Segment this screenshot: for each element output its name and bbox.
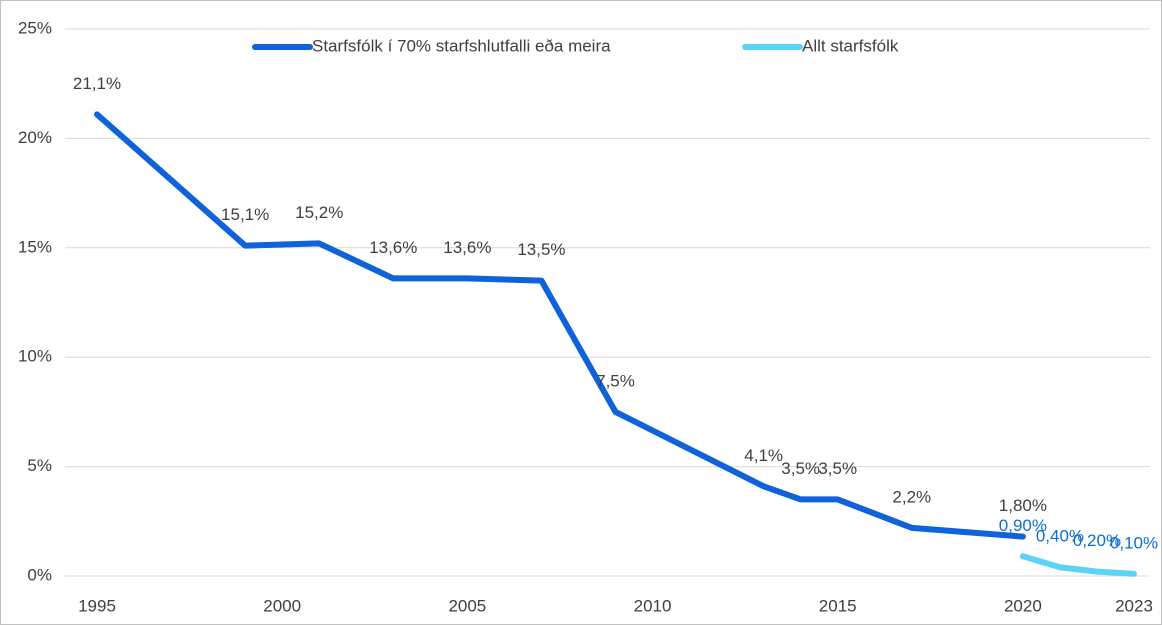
data-label: 4,1% bbox=[744, 446, 783, 465]
data-label: 15,2% bbox=[295, 203, 343, 222]
y-tick-label: 20% bbox=[18, 128, 52, 147]
data-label: 13,6% bbox=[443, 238, 491, 257]
x-tick-label: 2020 bbox=[1004, 596, 1042, 615]
x-tick-label: 2010 bbox=[634, 596, 672, 615]
x-tick-label: 2015 bbox=[819, 596, 857, 615]
data-label: 0,10% bbox=[1110, 533, 1158, 552]
y-tick-label: 15% bbox=[18, 237, 52, 256]
data-label: 3,5% bbox=[781, 459, 820, 478]
data-label: 7,5% bbox=[596, 371, 635, 390]
data-label: 1,80% bbox=[999, 496, 1047, 515]
x-tick-label: 2023 bbox=[1115, 596, 1153, 615]
x-tick-label: 1995 bbox=[78, 596, 116, 615]
data-label: 0,20% bbox=[1073, 531, 1121, 550]
x-tick-label: 2000 bbox=[263, 596, 301, 615]
y-tick-label: 0% bbox=[27, 565, 52, 584]
y-tick-label: 5% bbox=[27, 456, 52, 475]
data-label: 0,40% bbox=[1036, 527, 1084, 546]
y-tick-label: 10% bbox=[18, 347, 52, 366]
data-label: 2,2% bbox=[892, 487, 931, 506]
data-label: 13,5% bbox=[517, 240, 565, 259]
legend-label: Starfsfólk í 70% starfshlutfalli eða mei… bbox=[312, 36, 611, 55]
data-label: 13,6% bbox=[369, 238, 417, 257]
data-label: 15,1% bbox=[221, 205, 269, 224]
legend-label: Allt starfsfólk bbox=[802, 36, 899, 55]
x-tick-label: 2005 bbox=[448, 596, 486, 615]
data-label: 21,1% bbox=[73, 74, 121, 93]
series-line bbox=[1019, 553, 1137, 577]
data-label: 3,5% bbox=[818, 459, 857, 478]
y-tick-label: 25% bbox=[18, 18, 52, 37]
series-line bbox=[94, 111, 1026, 540]
data-label: 0,90% bbox=[999, 516, 1047, 535]
